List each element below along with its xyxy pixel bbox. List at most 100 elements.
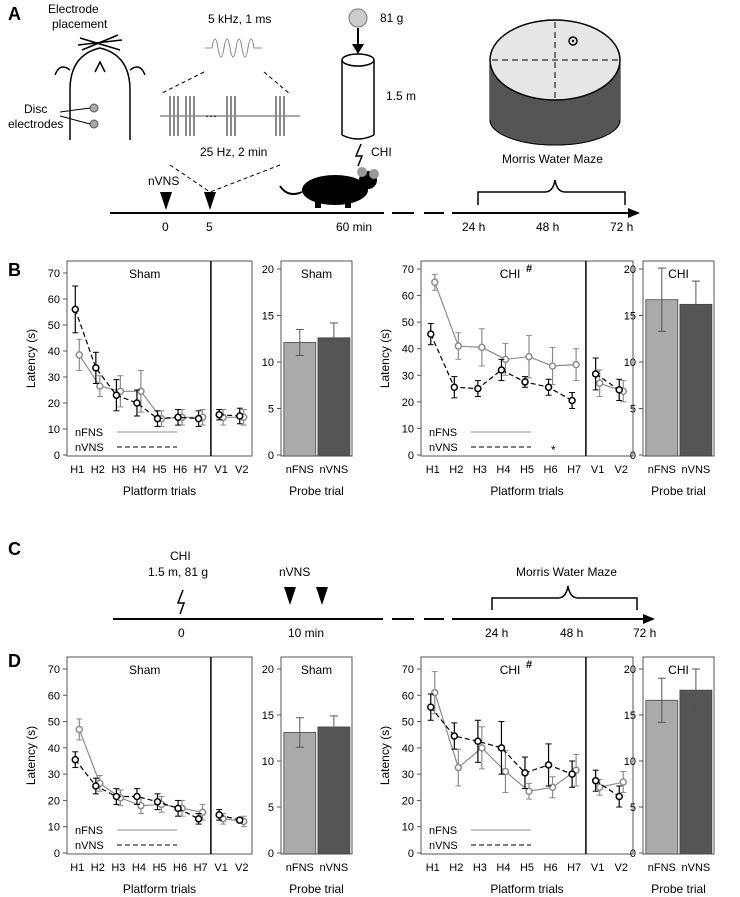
nvns-marker-icon — [284, 587, 296, 605]
plot-frame — [642, 260, 715, 457]
y-axis-label: Latency (s) — [24, 726, 38, 785]
y-tick-label: 0 — [268, 450, 274, 462]
x-tick-label: nFNS — [286, 862, 314, 874]
bar-nVNS — [317, 337, 351, 457]
data-point — [153, 797, 162, 806]
x-tick-label: H4 — [132, 862, 146, 874]
x-tick-label: H1 — [426, 862, 440, 874]
timeline-tick-c: 0 — [178, 626, 185, 640]
x-tick-label: H6 — [544, 862, 558, 874]
impact-icon — [176, 589, 186, 615]
data-point — [454, 763, 463, 772]
chart-B-sham-line: 0 10 20 30 40 50 60 70 Latency (s) Sham Platform t… — [24, 260, 253, 498]
y-tick-label: 15 — [262, 710, 274, 722]
plot-frame — [280, 260, 353, 457]
x-tick-label: H3 — [473, 862, 487, 874]
nvns-marker-icon — [204, 192, 216, 210]
data-point — [174, 413, 182, 422]
x-tick-label: H3 — [111, 464, 125, 476]
data-point — [137, 387, 145, 396]
data-point — [96, 382, 104, 390]
panel-label-b: B — [8, 260, 21, 280]
panel-label-c: C — [8, 539, 21, 559]
legend-label-nvns: nVNS — [75, 442, 104, 454]
x-tick-label: H6 — [173, 862, 187, 874]
nvns-marker-icon — [316, 587, 328, 605]
panel-label-a: A — [8, 4, 21, 24]
timeline-tick-c: 10 min — [288, 626, 324, 640]
water-maze-icon — [489, 19, 621, 146]
disc-electrodes-label-1: Disc — [24, 102, 47, 116]
chart-D-sham-bar: 0 5 10 15 20 Sham Probe trial nFNS nVNS — [262, 656, 353, 896]
series-line-nFNS — [434, 692, 624, 792]
x-axis-label: Probe trial — [289, 882, 344, 896]
drop-tube-icon — [341, 53, 375, 140]
x-tick-label: H5 — [520, 862, 534, 874]
data-point — [478, 343, 486, 352]
chart-title: CHI — [500, 663, 521, 677]
data-point — [568, 396, 576, 405]
mwm-bracket — [491, 585, 638, 610]
data-point — [137, 801, 145, 810]
mwm-bracket — [477, 179, 626, 205]
y-tick-label: 10 — [48, 822, 60, 834]
x-tick-label: H2 — [449, 464, 463, 476]
y-tick-label: 70 — [402, 664, 414, 676]
y-tick-label: 5 — [268, 802, 274, 814]
significance-mark: # — [526, 659, 532, 671]
x-tick-label: V1 — [214, 862, 227, 874]
y-tick-label: 15 — [624, 710, 636, 722]
x-axis-label: Probe trial — [651, 882, 706, 896]
y-tick-label: 10 — [262, 357, 274, 369]
timeline-arrow-head — [628, 208, 640, 218]
y-tick-label: 60 — [48, 294, 60, 306]
legend-label-nfns: nFNS — [429, 825, 457, 837]
x-tick-label: H7 — [194, 862, 208, 874]
y-tick-label: 20 — [402, 397, 414, 409]
schematic-c: C CHI 1.5 m, 81 g nVNS Morris Water Maze… — [8, 539, 656, 640]
data-point — [615, 792, 623, 801]
y-tick-label: 60 — [402, 291, 414, 303]
y-axis-label: Latency (s) — [24, 329, 38, 388]
x-tick-label: nFNS — [648, 464, 676, 476]
y-tick-label: 10 — [402, 822, 414, 834]
y-tick-label: 20 — [402, 795, 414, 807]
weight-label: 81 g — [380, 11, 403, 25]
y-tick-label: 50 — [402, 317, 414, 329]
electrode-pointer — [59, 107, 91, 113]
electrode-placement-label-2: placement — [52, 17, 108, 31]
pulse-train-icon — [160, 96, 300, 136]
y-tick-label: 50 — [48, 717, 60, 729]
chart-title: Sham — [301, 267, 332, 281]
data-point — [595, 783, 604, 792]
x-tick-label: nFNS — [286, 464, 314, 476]
x-tick-label: H4 — [496, 464, 510, 476]
y-tick-label: 5 — [630, 404, 636, 416]
data-point — [235, 412, 244, 420]
significance-mark: # — [526, 263, 532, 275]
x-tick-label: H1 — [426, 464, 440, 476]
bar-nVNS — [679, 689, 713, 855]
y-tick-label: 10 — [624, 756, 636, 768]
mouse-head-drawing — [54, 34, 146, 140]
data-point — [450, 383, 459, 391]
data-point — [75, 725, 84, 734]
y-tick-label: 40 — [402, 743, 414, 755]
x-tick-label: H7 — [567, 862, 581, 874]
y-tick-label: 70 — [48, 268, 60, 280]
data-point — [572, 360, 580, 369]
y-axis-label: Latency (s) — [378, 726, 392, 785]
mwm-label-c: Morris Water Maze — [516, 565, 617, 579]
y-tick-label: 5 — [630, 802, 636, 814]
pulse-label: 5 kHz, 1 ms — [208, 12, 271, 26]
nvns-label-c: nVNS — [279, 565, 310, 579]
chart-title: CHI — [500, 267, 521, 281]
x-tick-label: H3 — [111, 862, 125, 874]
data-point — [92, 364, 100, 372]
y-tick-label: 20 — [48, 398, 60, 410]
bar-nFNS — [645, 699, 679, 855]
data-point — [71, 305, 80, 314]
x-tick-label: V1 — [591, 862, 604, 874]
x-tick-label: H5 — [152, 464, 166, 476]
nvns-marker-icon — [160, 192, 172, 210]
